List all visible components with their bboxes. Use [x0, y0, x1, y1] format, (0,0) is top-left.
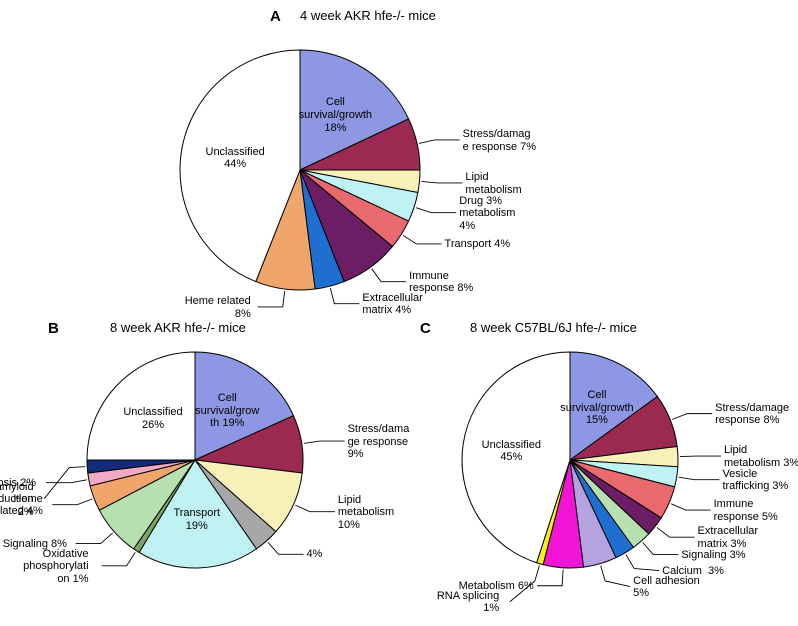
leader-line	[657, 527, 695, 537]
slice-label: Extracellular matrix 3%	[698, 525, 759, 550]
figure-root: A 4 week AKR hfe-/- mice Cell survival/g…	[0, 0, 798, 626]
slice-label: Vesicle trafficking 3%	[722, 468, 788, 493]
leader-line	[601, 566, 630, 587]
leader-line	[537, 570, 563, 586]
slice-label: Lipid metabolism 3%	[724, 444, 798, 469]
slice-label: Stress/damage response 8%	[715, 402, 789, 427]
slice-label: Cell adhesion 5%	[633, 575, 700, 600]
leader-line	[671, 504, 711, 510]
slice-label: Signaling 3%	[681, 549, 745, 562]
leader-line	[643, 543, 679, 555]
pie-chart-c: Cell survival/growth 15%Stress/damage re…	[0, 0, 798, 626]
leader-line	[626, 555, 659, 571]
slice-label: RNA splicing 1%	[437, 590, 499, 615]
slice-label: Immune response 5%	[714, 498, 778, 523]
leader-line	[672, 414, 712, 420]
leader-line	[680, 456, 721, 457]
leader-line	[679, 477, 720, 480]
